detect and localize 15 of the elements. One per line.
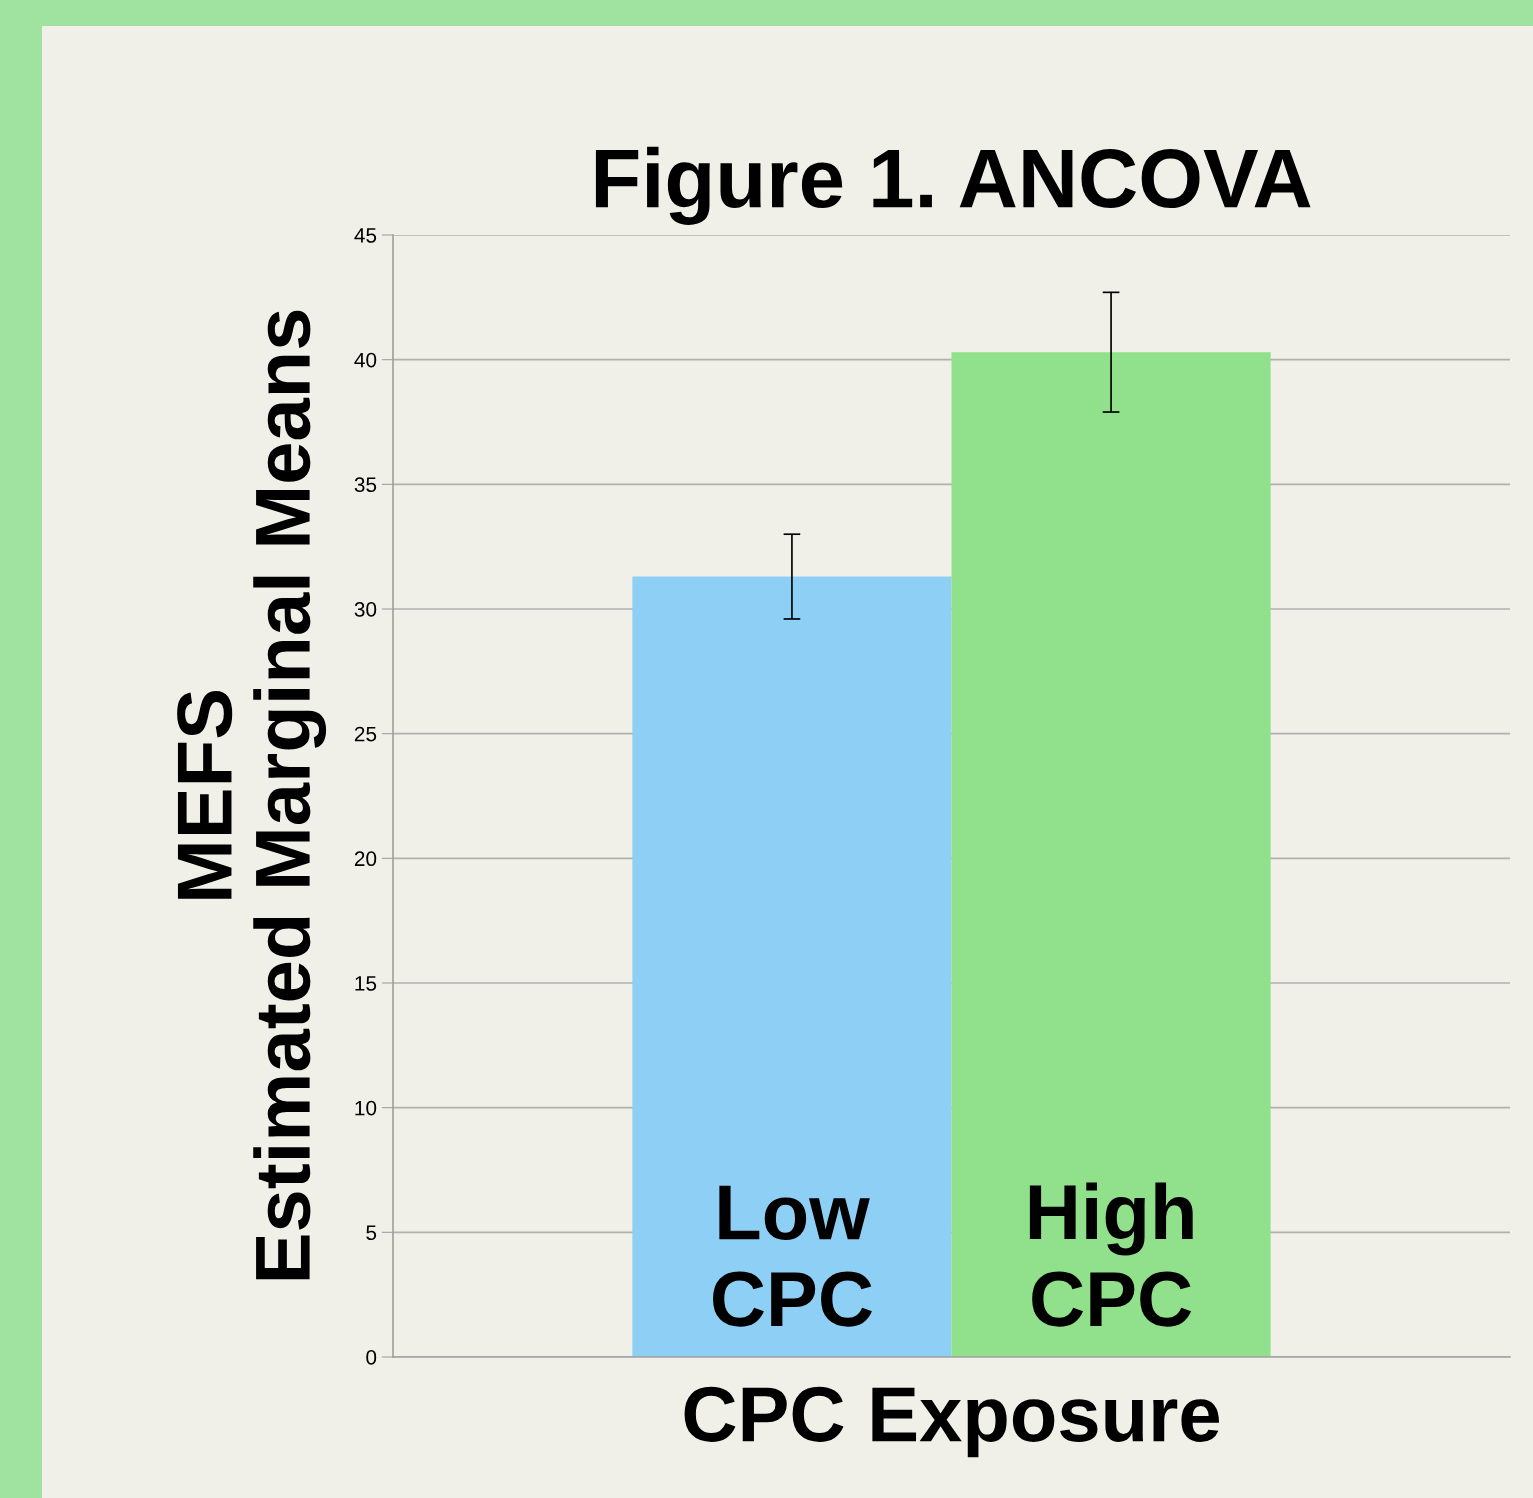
y-tick-label: 45 [354,228,377,243]
y-tick-label: 10 [355,1100,377,1116]
y-tick-label: 30 [354,602,377,617]
x-axis-title: CPC Exposure [684,1386,1219,1458]
y-tick-label: 15 [355,976,377,991]
chart-title: Figure 1. ANCOVA [595,146,1311,225]
y-tick-label: 25 [354,726,377,742]
x-tick-label: High CPC [1029,1182,1193,1327]
y-axis-title: MEFS Estimated Marginal Means [177,310,327,1280]
y-tick-label: 40 [354,352,377,368]
y-tick-label: 20 [354,851,377,867]
y-tick-label: 5 [366,1225,377,1241]
x-tick-label: Low CPC [713,1185,872,1327]
y-tick-label: 35 [354,477,377,493]
y-tick-label: 0 [366,1350,377,1365]
